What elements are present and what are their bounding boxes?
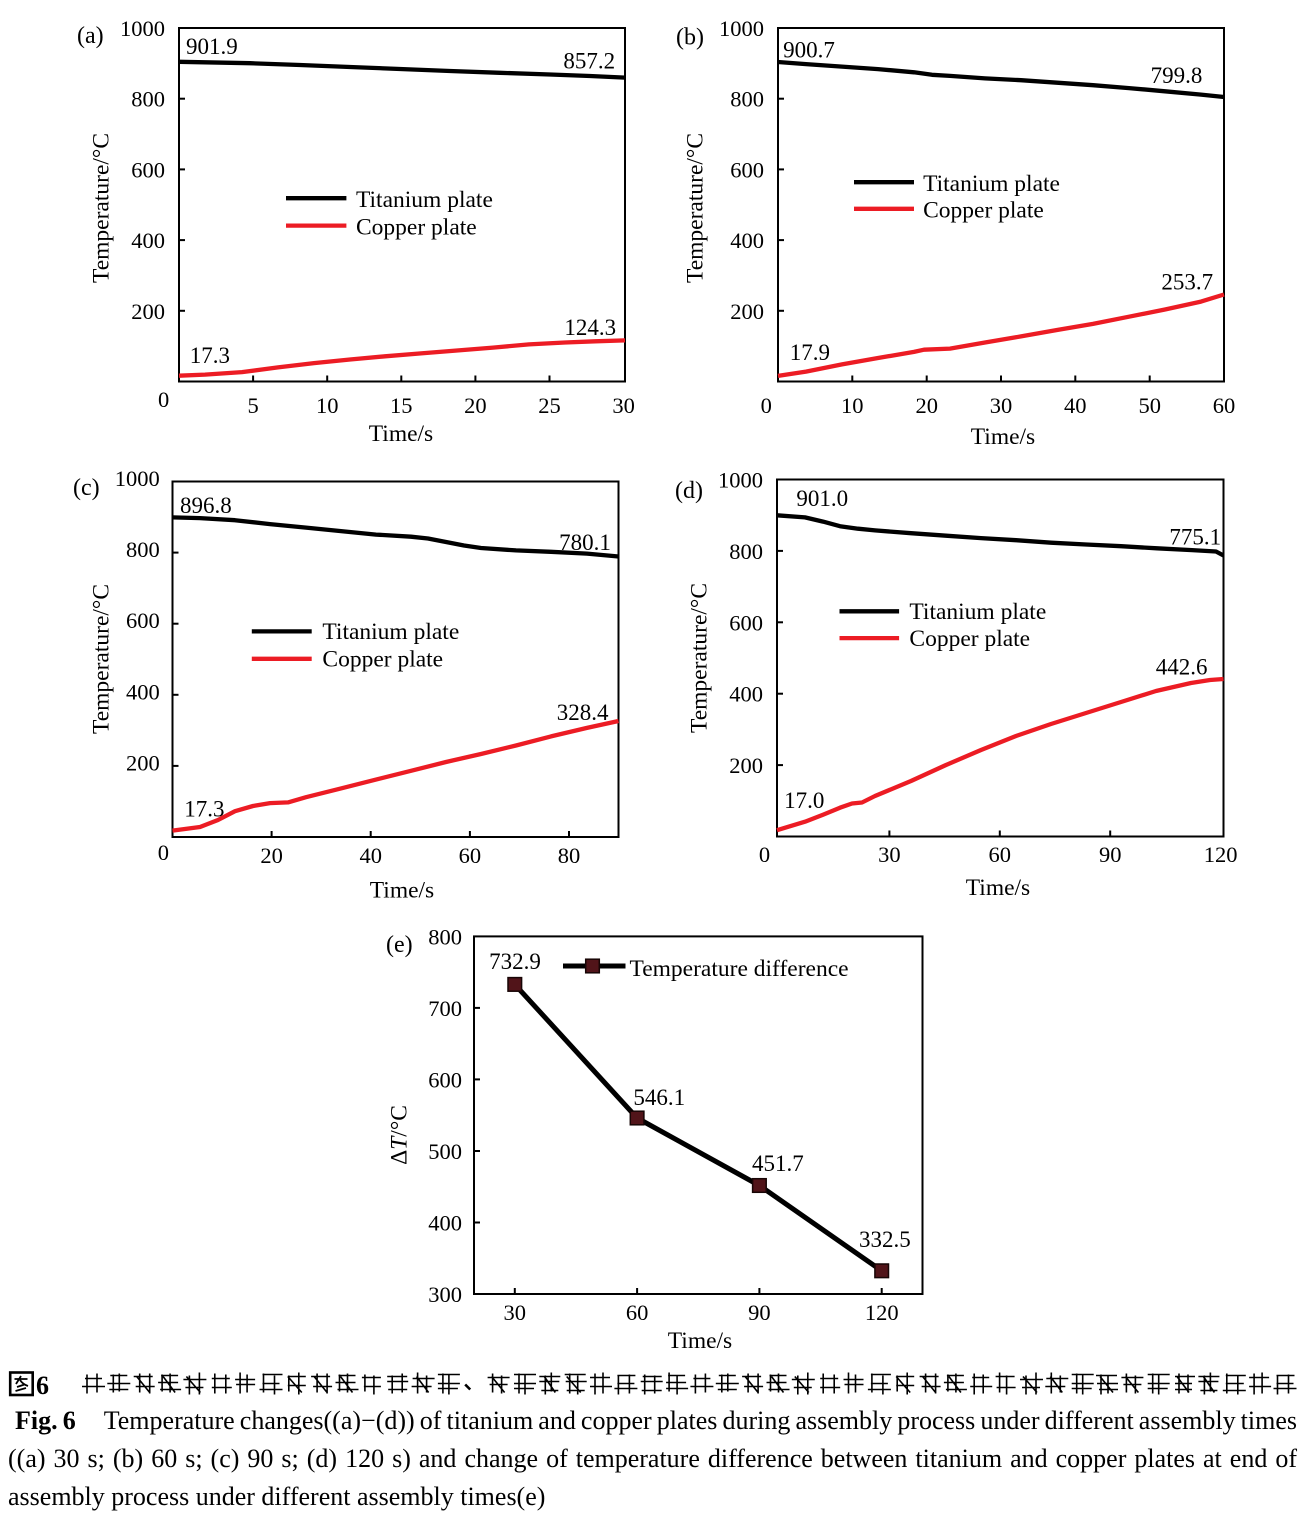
svg-text:857.2: 857.2 xyxy=(563,48,615,73)
svg-text:30: 30 xyxy=(878,842,901,867)
svg-text:732.9: 732.9 xyxy=(489,949,541,974)
svg-text:Titanium plate: Titanium plate xyxy=(923,171,1060,197)
svg-text:10: 10 xyxy=(841,393,864,418)
svg-text:0: 0 xyxy=(158,840,169,865)
svg-text:500: 500 xyxy=(428,1139,462,1164)
svg-text:Time/s: Time/s xyxy=(370,878,434,904)
svg-text:(a): (a) xyxy=(77,23,104,49)
svg-text:(e): (e) xyxy=(386,932,413,958)
svg-text:1000: 1000 xyxy=(120,16,165,41)
svg-text:328.4: 328.4 xyxy=(557,700,609,725)
svg-text:400: 400 xyxy=(730,228,764,253)
svg-text:Temperature/°C: Temperature/°C xyxy=(89,584,115,734)
svg-text:600: 600 xyxy=(126,608,160,633)
svg-text:60: 60 xyxy=(626,1300,649,1325)
svg-text:600: 600 xyxy=(428,1067,462,1092)
svg-text:Temperature difference: Temperature difference xyxy=(630,956,849,982)
svg-text:800: 800 xyxy=(131,87,165,112)
svg-text:Time/s: Time/s xyxy=(971,424,1035,450)
svg-text:10: 10 xyxy=(316,393,339,418)
svg-text:17.0: 17.0 xyxy=(784,788,824,813)
svg-text:120: 120 xyxy=(1204,842,1238,867)
svg-text:799.8: 799.8 xyxy=(1151,63,1203,88)
svg-text:ΔT/°C: ΔT/°C xyxy=(387,1105,413,1165)
svg-text:60: 60 xyxy=(1213,393,1236,418)
svg-text:17.3: 17.3 xyxy=(184,797,224,822)
svg-text:546.1: 546.1 xyxy=(633,1085,685,1110)
svg-text:900.7: 900.7 xyxy=(783,38,835,63)
svg-text:5: 5 xyxy=(247,393,258,418)
svg-text:Time/s: Time/s xyxy=(369,421,433,447)
svg-text:400: 400 xyxy=(428,1211,462,1236)
svg-text:901.0: 901.0 xyxy=(796,486,848,511)
svg-text:Titanium plate: Titanium plate xyxy=(356,187,493,213)
svg-text:Titanium plate: Titanium plate xyxy=(909,599,1046,625)
svg-text:15: 15 xyxy=(390,393,413,418)
svg-text:200: 200 xyxy=(730,299,764,324)
svg-text:60: 60 xyxy=(989,842,1012,867)
svg-text:30: 30 xyxy=(504,1300,527,1325)
svg-text:800: 800 xyxy=(428,924,462,949)
svg-text:600: 600 xyxy=(131,157,165,182)
svg-text:20: 20 xyxy=(260,843,283,868)
svg-text:780.1: 780.1 xyxy=(559,530,611,555)
svg-text:Temperature/°C: Temperature/°C xyxy=(687,583,713,733)
svg-text:Temperature/°C: Temperature/°C xyxy=(683,133,709,283)
svg-text:30: 30 xyxy=(990,393,1013,418)
svg-text:775.1: 775.1 xyxy=(1169,524,1221,549)
svg-text:40: 40 xyxy=(359,843,382,868)
svg-text:901.9: 901.9 xyxy=(186,34,238,59)
svg-text:0: 0 xyxy=(158,387,169,412)
svg-text:451.7: 451.7 xyxy=(752,1151,804,1176)
svg-text:(d): (d) xyxy=(675,478,703,504)
svg-text:896.8: 896.8 xyxy=(180,493,232,518)
svg-text:(c): (c) xyxy=(73,475,100,501)
svg-text:Copper plate: Copper plate xyxy=(909,626,1030,652)
svg-text:0: 0 xyxy=(761,393,772,418)
svg-text:20: 20 xyxy=(915,393,938,418)
svg-text:1000: 1000 xyxy=(719,16,764,41)
svg-text:(b): (b) xyxy=(676,25,704,51)
svg-text:Copper plate: Copper plate xyxy=(923,197,1044,223)
svg-text:600: 600 xyxy=(729,610,763,635)
svg-text:60: 60 xyxy=(459,843,482,868)
svg-text:253.7: 253.7 xyxy=(1161,270,1213,295)
svg-text:1000: 1000 xyxy=(115,466,160,491)
svg-text:200: 200 xyxy=(131,299,165,324)
svg-text:124.3: 124.3 xyxy=(564,315,616,340)
svg-text:200: 200 xyxy=(126,750,160,775)
svg-text:17.3: 17.3 xyxy=(190,343,230,368)
svg-text:400: 400 xyxy=(126,679,160,704)
svg-text:Copper plate: Copper plate xyxy=(322,646,443,672)
svg-text:800: 800 xyxy=(729,539,763,564)
svg-text:30: 30 xyxy=(612,393,635,418)
svg-text:17.9: 17.9 xyxy=(790,340,830,365)
svg-text:200: 200 xyxy=(729,753,763,778)
svg-text:400: 400 xyxy=(729,682,763,707)
svg-text:90: 90 xyxy=(748,1300,771,1325)
svg-text:Time/s: Time/s xyxy=(966,875,1030,901)
svg-text:0: 0 xyxy=(759,842,770,867)
svg-text:80: 80 xyxy=(558,843,581,868)
svg-text:300: 300 xyxy=(428,1282,462,1307)
svg-text:Titanium plate: Titanium plate xyxy=(322,619,459,645)
svg-text:332.5: 332.5 xyxy=(859,1227,911,1252)
svg-text:600: 600 xyxy=(730,157,764,182)
svg-text:40: 40 xyxy=(1064,393,1087,418)
svg-text:700: 700 xyxy=(428,996,462,1021)
svg-text:442.6: 442.6 xyxy=(1156,654,1208,679)
svg-text:800: 800 xyxy=(730,87,764,112)
svg-text:800: 800 xyxy=(126,537,160,562)
svg-text:400: 400 xyxy=(131,228,165,253)
svg-text:Time/s: Time/s xyxy=(668,1328,732,1354)
svg-text:120: 120 xyxy=(865,1300,899,1325)
svg-text:90: 90 xyxy=(1099,842,1122,867)
svg-text:Copper plate: Copper plate xyxy=(356,215,477,241)
svg-text:1000: 1000 xyxy=(718,468,763,493)
svg-text:20: 20 xyxy=(464,393,487,418)
svg-text:6: 6 xyxy=(36,1371,49,1400)
svg-text:50: 50 xyxy=(1138,393,1161,418)
svg-text:Temperature/°C: Temperature/°C xyxy=(89,133,115,283)
svg-text:25: 25 xyxy=(538,393,561,418)
